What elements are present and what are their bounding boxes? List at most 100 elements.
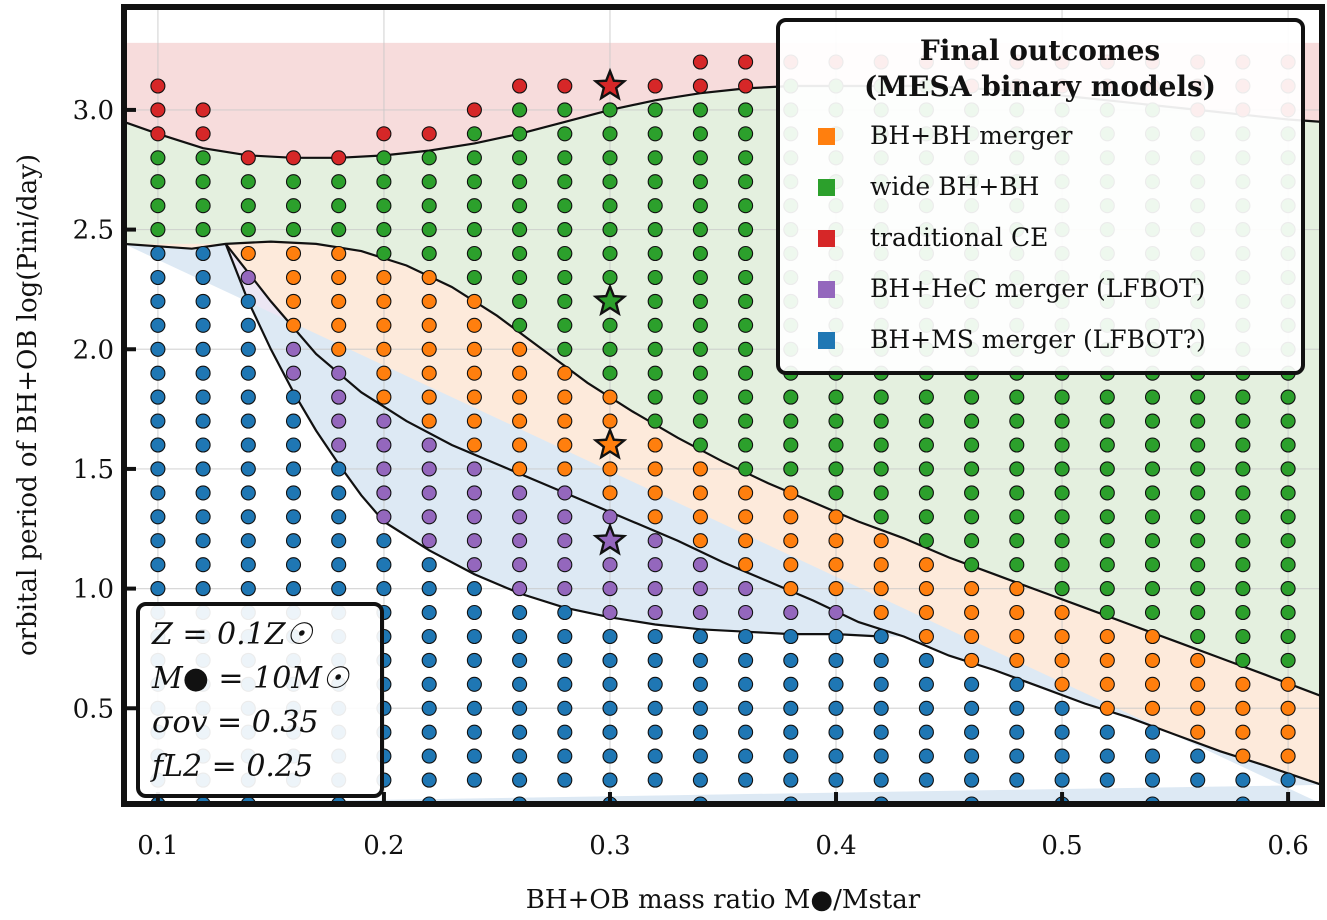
model-point bbox=[873, 485, 889, 501]
model-point bbox=[738, 652, 754, 668]
model-point bbox=[512, 389, 528, 405]
model-point bbox=[466, 652, 482, 668]
model-point bbox=[738, 772, 754, 788]
model-point bbox=[692, 365, 708, 381]
model-point bbox=[1054, 652, 1070, 668]
model-point bbox=[1054, 581, 1070, 597]
model-point bbox=[466, 389, 482, 405]
model-point bbox=[918, 652, 934, 668]
model-point bbox=[195, 269, 211, 286]
model-point bbox=[602, 198, 618, 214]
model-point bbox=[512, 485, 528, 501]
model-point bbox=[421, 269, 437, 286]
model-point bbox=[195, 317, 211, 333]
model-point bbox=[692, 628, 708, 645]
model-point bbox=[285, 365, 302, 381]
model-point bbox=[692, 198, 708, 214]
model-point bbox=[692, 174, 708, 190]
model-point bbox=[828, 461, 844, 477]
legend-title-line2: (MESA binary models) bbox=[864, 70, 1216, 103]
model-point bbox=[1190, 772, 1206, 788]
model-point bbox=[331, 198, 347, 214]
model-point bbox=[512, 317, 528, 333]
model-point bbox=[240, 413, 256, 429]
model-point bbox=[512, 748, 528, 764]
model-point bbox=[331, 245, 347, 262]
model-point bbox=[240, 174, 256, 190]
model-point bbox=[738, 533, 754, 549]
model-point bbox=[692, 126, 708, 142]
model-point bbox=[1054, 700, 1070, 716]
model-point bbox=[1144, 676, 1161, 692]
model-point bbox=[376, 437, 392, 453]
y-tick-label: 0.5 bbox=[73, 694, 114, 724]
model-point bbox=[1144, 700, 1161, 716]
model-point bbox=[964, 581, 980, 597]
model-point bbox=[150, 269, 166, 286]
model-point bbox=[1190, 437, 1206, 453]
model-point bbox=[1280, 652, 1296, 668]
model-point bbox=[466, 485, 482, 501]
model-point bbox=[738, 557, 754, 573]
model-point bbox=[647, 485, 663, 501]
model-point bbox=[647, 317, 663, 333]
model-point bbox=[466, 581, 482, 597]
model-point bbox=[466, 293, 482, 309]
legend-label: wide BH+BH bbox=[870, 172, 1039, 201]
model-point bbox=[647, 150, 663, 166]
model-point bbox=[873, 628, 889, 645]
model-point bbox=[647, 126, 663, 142]
model-point bbox=[783, 604, 799, 621]
model-point bbox=[421, 676, 437, 692]
model-point bbox=[602, 557, 618, 573]
model-point bbox=[240, 437, 256, 453]
model-point bbox=[964, 604, 980, 621]
model-point bbox=[1235, 652, 1251, 668]
model-point bbox=[692, 700, 708, 716]
model-point bbox=[1144, 581, 1161, 597]
highlighted-models bbox=[592, 67, 628, 556]
model-point bbox=[421, 126, 437, 142]
model-point bbox=[285, 317, 302, 333]
model-point bbox=[466, 437, 482, 453]
model-point bbox=[150, 461, 166, 477]
model-point bbox=[421, 222, 437, 238]
model-point bbox=[692, 437, 708, 453]
model-point bbox=[828, 485, 844, 501]
model-point bbox=[1009, 533, 1025, 549]
model-point bbox=[331, 222, 347, 238]
model-point bbox=[873, 724, 889, 740]
model-point bbox=[195, 198, 211, 214]
model-point bbox=[647, 269, 663, 286]
model-point bbox=[1190, 748, 1206, 764]
model-point bbox=[692, 485, 708, 501]
model-point bbox=[873, 652, 889, 668]
model-point bbox=[466, 174, 482, 190]
model-point bbox=[1054, 676, 1070, 692]
model-point bbox=[602, 772, 618, 788]
model-point bbox=[150, 198, 166, 214]
legend-entries: BH+BH merger wide BH+BH traditional CE BH+H… bbox=[818, 121, 1206, 354]
model-point bbox=[421, 461, 437, 477]
model-point bbox=[285, 341, 302, 357]
model-point bbox=[602, 581, 618, 597]
model-point bbox=[421, 652, 437, 668]
model-point bbox=[512, 413, 528, 429]
model-point bbox=[647, 413, 663, 429]
model-point bbox=[331, 317, 347, 333]
model-point bbox=[738, 724, 754, 740]
model-point bbox=[647, 341, 663, 357]
model-point bbox=[1144, 413, 1161, 429]
model-point bbox=[1099, 509, 1115, 525]
model-point bbox=[647, 676, 663, 692]
model-point bbox=[692, 509, 708, 525]
model-point bbox=[738, 317, 754, 333]
model-point bbox=[466, 341, 482, 357]
y-axis-ticks: 0.5 1.0 1.5 2.0 2.5 3.0 bbox=[73, 96, 136, 724]
model-point bbox=[1099, 748, 1115, 764]
legend-swatch bbox=[818, 230, 835, 247]
model-point bbox=[828, 581, 844, 597]
model-point bbox=[557, 700, 573, 716]
model-point bbox=[466, 533, 482, 549]
model-point bbox=[150, 150, 166, 166]
